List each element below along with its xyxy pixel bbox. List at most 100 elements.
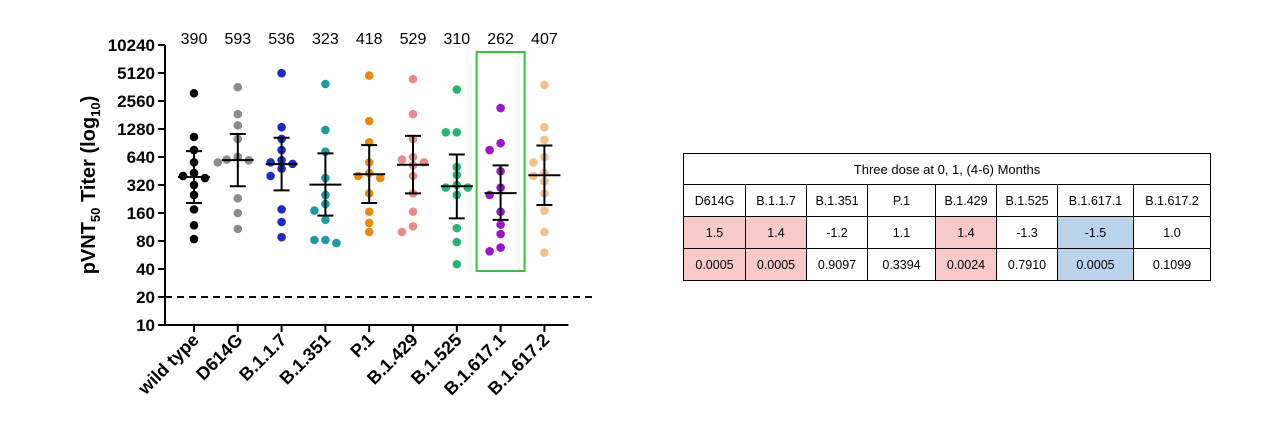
p-value-cell: 0.0024	[935, 248, 997, 281]
data-point	[496, 220, 505, 229]
gmt-label: 593	[224, 31, 251, 48]
data-point	[189, 88, 199, 98]
table-header-cell: D614G	[683, 184, 746, 217]
data-point	[441, 127, 451, 137]
data-point	[485, 246, 494, 256]
table-header-cell: B.1.525	[996, 184, 1058, 217]
gmt-label: 418	[356, 31, 383, 48]
data-point	[397, 227, 407, 237]
table-header-row: D614G B.1.1.7 B.1.351 P.1 B.1.429 B.1.52…	[683, 184, 1211, 217]
y-tick-label: 5120	[117, 64, 155, 83]
y-axis-label: pVNT50 Titer (log10)	[78, 96, 103, 275]
data-point	[189, 132, 199, 142]
fold-change-cell: -1.2	[806, 216, 868, 249]
gmt-label: 529	[400, 31, 427, 48]
data-point	[529, 158, 538, 167]
data-point	[233, 194, 243, 203]
highlight-box	[475, 51, 526, 272]
y-tick-label: 1280	[117, 120, 155, 139]
data-point	[364, 227, 374, 237]
data-point	[540, 80, 549, 90]
comparison-table: Three dose at 0, 1, (4-6) Months D614G B…	[683, 153, 1211, 281]
data-point	[496, 229, 505, 239]
data-point	[364, 116, 374, 126]
table-title: Three dose at 0, 1, (4-6) Months	[683, 153, 1211, 185]
data-point	[189, 220, 199, 230]
data-point	[408, 109, 418, 119]
table-header-cell: P.1	[867, 184, 936, 217]
data-point	[496, 138, 505, 148]
fold-change-row: 1.5 1.4 -1.2 1.1 1.4 -1.3 -1.5 1.0	[683, 216, 1211, 249]
gmt-label: 262	[487, 31, 514, 48]
data-point	[452, 85, 462, 94]
gmt-label: 407	[531, 31, 558, 48]
data-point	[233, 82, 243, 92]
y-tick-label: 320	[127, 176, 155, 195]
data-point	[540, 206, 549, 215]
data-point	[321, 79, 330, 89]
data-point	[408, 222, 418, 231]
data-point	[452, 127, 462, 137]
data-point	[397, 155, 407, 164]
data-point	[408, 207, 418, 217]
data-point	[200, 173, 210, 183]
data-point	[233, 121, 243, 130]
data-point	[540, 248, 549, 257]
gmt-label: 390	[181, 31, 208, 48]
data-point	[321, 125, 330, 135]
data-point	[496, 243, 505, 252]
data-point	[540, 227, 549, 237]
data-point	[353, 171, 363, 181]
x-tick-label: P.1	[346, 330, 378, 362]
p-value-cell: 0.1099	[1133, 248, 1211, 281]
y-tick-label: 10	[136, 316, 155, 335]
data-point	[441, 183, 451, 192]
data-point	[277, 68, 286, 78]
p-value-cell: 0.7910	[996, 248, 1058, 281]
data-point	[452, 223, 462, 233]
data-point	[496, 103, 505, 113]
data-point	[332, 238, 341, 248]
titer-scatter-chart: 10 20 40 80 160 320 640 1280 2560 5120 10240 pVNT50…	[78, 31, 595, 399]
data-point	[233, 208, 243, 218]
p-value-cell: 0.9097	[806, 248, 868, 281]
data-point	[485, 145, 494, 155]
data-point	[213, 158, 223, 167]
data-point	[364, 218, 374, 228]
fold-change-cell: -1.5	[1057, 216, 1134, 249]
data-point	[540, 122, 549, 132]
data-point	[375, 173, 385, 183]
data-point	[540, 135, 549, 145]
x-tick-label: wild type	[134, 330, 203, 399]
data-point	[485, 190, 494, 200]
data-point	[178, 171, 188, 181]
data-point	[266, 158, 275, 167]
data-point	[364, 71, 374, 80]
gmt-label: 323	[312, 31, 339, 48]
p-value-cell: 0.0005	[1057, 248, 1134, 281]
data-point	[463, 183, 473, 192]
y-tick-label: 20	[136, 288, 155, 307]
y-tick-label: 80	[136, 232, 155, 251]
p-value-cell: 0.0005	[683, 248, 746, 281]
data-point	[266, 171, 275, 181]
gmt-label: 536	[268, 31, 295, 48]
data-point	[189, 205, 199, 214]
data-point	[321, 215, 330, 225]
table-title-row: Three dose at 0, 1, (4-6) Months	[683, 153, 1211, 185]
p-value-row: 0.0005 0.0005 0.9097 0.3394 0.0024 0.791…	[683, 248, 1211, 281]
y-tick-label: 10240	[108, 36, 155, 55]
data-point	[189, 145, 199, 155]
y-tick-label: 640	[127, 148, 155, 167]
table-header-cell: B.1.617.1	[1057, 184, 1134, 217]
table-header-cell: B.1.351	[806, 184, 868, 217]
y-tick-label: 160	[127, 204, 155, 223]
data-point	[277, 122, 286, 132]
data-point	[277, 205, 286, 214]
data-point	[452, 259, 462, 269]
fold-change-cell: 1.4	[745, 216, 807, 249]
data-point	[310, 235, 319, 245]
x-tick-label: D614G	[192, 330, 246, 384]
p-value-cell: 0.0005	[745, 248, 807, 281]
data-point	[321, 235, 330, 245]
